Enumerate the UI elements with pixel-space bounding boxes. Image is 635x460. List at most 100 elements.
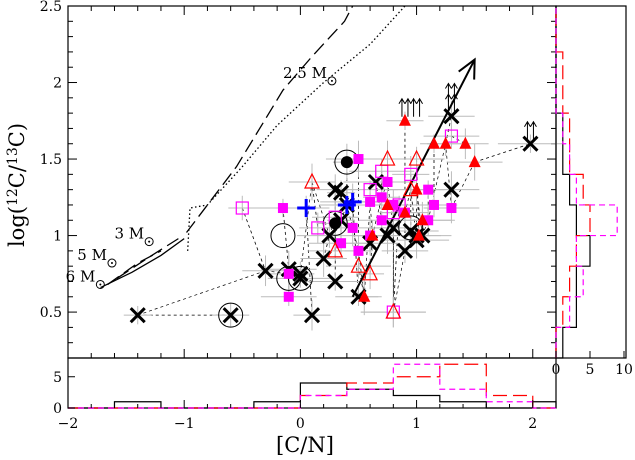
lower-limit-arrow (530, 120, 537, 140)
y-axis-title: log(12C/13C) (5, 123, 29, 247)
track-mass-label: 6 M (66, 267, 96, 285)
filled-triangle-marker (412, 228, 425, 241)
circled-point-ring (218, 302, 244, 328)
connector-line (392, 250, 406, 313)
x-tick-label: 1 (412, 416, 421, 432)
y-tick-label: 0.5 (40, 305, 62, 321)
open-triangle-marker (385, 302, 402, 319)
solar-symbol-dot (148, 240, 151, 243)
plus-marker (343, 192, 362, 211)
lower-limit-arrow (410, 97, 417, 117)
model-track-line (185, 5, 354, 233)
hist-x-tick-label: 5 (586, 362, 595, 378)
model-track-line (187, 5, 406, 251)
connector-line (358, 250, 365, 297)
connector-line (282, 207, 290, 270)
connector-line (363, 201, 371, 297)
cn-histogram-step (68, 363, 556, 409)
filled-triangle-marker (468, 155, 481, 168)
model-track-line (116, 238, 179, 279)
cross-marker (292, 265, 309, 282)
solar-symbol-ring (95, 279, 105, 289)
filled-square-marker (365, 196, 376, 207)
cross-marker (315, 250, 332, 267)
connector-line (451, 161, 475, 209)
y-tick-label: 2 (53, 76, 62, 92)
track-mass-unit: M (129, 225, 144, 243)
main-plot-frame: 0.5 1 1.5 2 2.5 (40, 0, 557, 359)
track-mass-label: 5 M (77, 246, 107, 264)
cross-marker (522, 135, 539, 152)
track-mass-unit: M (92, 246, 107, 264)
track-mass-value: 5 (77, 246, 91, 264)
filled-square-marker (376, 192, 387, 203)
connector-line (305, 207, 313, 316)
open-square-marker (311, 221, 325, 235)
x-tick-label: 0 (296, 416, 305, 432)
filled-square-marker (429, 199, 439, 210)
cross-marker (257, 262, 274, 279)
filled-square-marker (353, 154, 364, 165)
filled-triangle-marker (398, 113, 411, 126)
cross-marker (129, 307, 146, 324)
axis-labels: [C/N] log(12C/13C) (5, 123, 334, 457)
connector-line (311, 181, 319, 228)
trend-arrow-head (458, 57, 476, 80)
y-tick-label: 2.5 (40, 0, 62, 15)
ratio-histogram-panel: 0 5 10 (552, 5, 633, 378)
hist-y-tick-label: 5 (53, 370, 62, 386)
cross-marker (327, 273, 344, 290)
connector-lines (137, 116, 531, 316)
x-tick-label: 2 (528, 416, 537, 432)
connector-line (137, 270, 266, 316)
filled-triangle-marker (416, 213, 429, 226)
filled-square-marker (283, 268, 294, 279)
filled-triangle-marker (410, 182, 423, 195)
cross-marker (327, 181, 344, 198)
connector-line (416, 189, 423, 236)
data-markers (129, 57, 539, 328)
lower-limit-arrow (398, 97, 406, 117)
filled-triangle-marker (398, 205, 411, 218)
ratio-histogram-border (555, 5, 627, 359)
filled-circle-marker (329, 217, 342, 230)
solar-symbol-dot (330, 79, 333, 82)
filled-triangle-marker (366, 228, 379, 241)
lower-limit-arrow (404, 97, 412, 117)
open-square-marker (444, 129, 459, 143)
cross-marker (385, 219, 402, 236)
cn-histogram-panel: 0 5 −2 −1 0 1 2 (53, 357, 557, 432)
cross-marker (303, 307, 321, 324)
model-tracks: 2.5 M3 M5 M6 M (66, 5, 406, 289)
x-tick-label: −1 (174, 416, 195, 432)
filled-square-marker (446, 203, 457, 214)
connector-line (445, 143, 452, 209)
track-mass-unit: M (80, 267, 95, 285)
track-mass-value: 3 (114, 225, 128, 243)
open-triangle-marker (379, 149, 396, 166)
filled-triangle-marker (459, 136, 472, 149)
filled-triangle-marker (439, 136, 452, 149)
lower-limit-arrow (451, 82, 458, 102)
ratio-histogram-step (555, 6, 618, 358)
cross-marker (321, 227, 338, 244)
open-triangle-marker (327, 241, 344, 258)
filled-square-marker (423, 215, 434, 226)
filled-square-marker (376, 215, 387, 226)
y-tick-label: 1 (53, 229, 62, 245)
connector-line (404, 189, 412, 213)
solar-symbol-ring (144, 237, 154, 247)
track-mass-unit: M (312, 64, 327, 82)
track-mass-value: 6 (66, 267, 80, 285)
filled-circle-marker (340, 156, 353, 169)
filled-triangle-marker (358, 289, 371, 302)
connector-line (352, 201, 359, 297)
ratio-histogram-step (555, 6, 591, 359)
cross-marker (443, 181, 460, 198)
connector-line (474, 143, 531, 163)
filled-triangle-marker (428, 136, 440, 149)
lower-limit-arrow (524, 120, 531, 140)
filled-square-marker (382, 177, 393, 187)
hist-x-tick-label: 10 (615, 362, 633, 378)
track-mass-label: 2.5 M (283, 64, 327, 82)
